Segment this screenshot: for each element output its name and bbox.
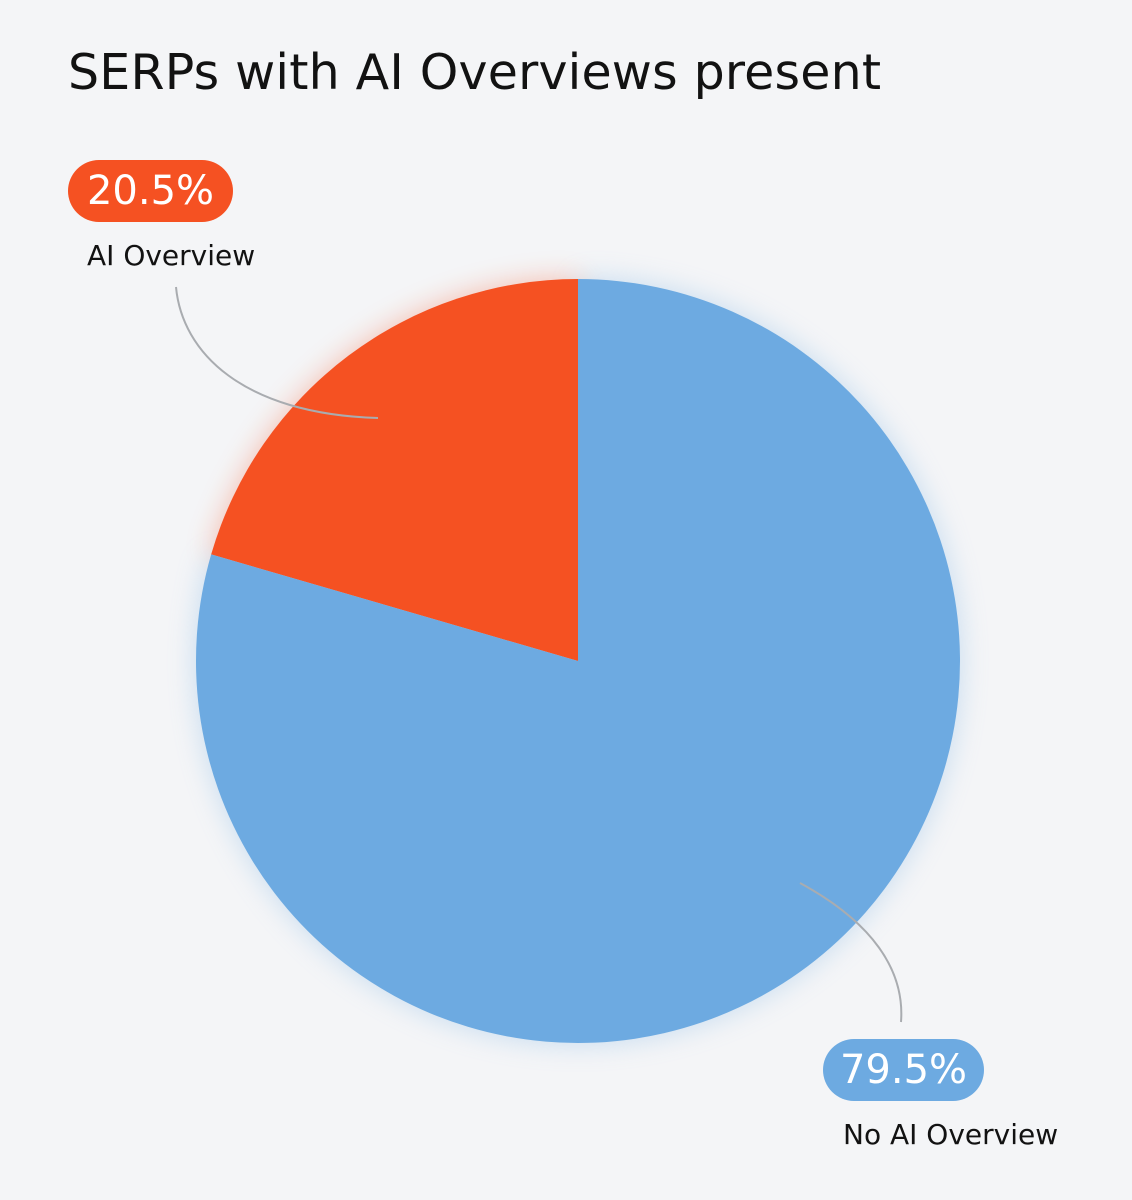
no-ai-overview-leader-line xyxy=(799,882,903,1023)
no-ai-overview-value-badge: 79.5% xyxy=(823,1039,984,1101)
pie-slice-ai-overview xyxy=(211,279,578,661)
ai-overview-leader-line xyxy=(175,286,379,419)
no-ai-overview-label: No AI Overview xyxy=(843,1118,1059,1151)
pie-slice-no-ai-overview xyxy=(195,279,961,1043)
ai-overview-value-badge: 20.5% xyxy=(68,160,233,222)
chart-title: SERPs with AI Overviews present xyxy=(68,44,882,101)
ai-overview-label: AI Overview xyxy=(87,239,256,272)
slice-layer xyxy=(195,279,961,1043)
